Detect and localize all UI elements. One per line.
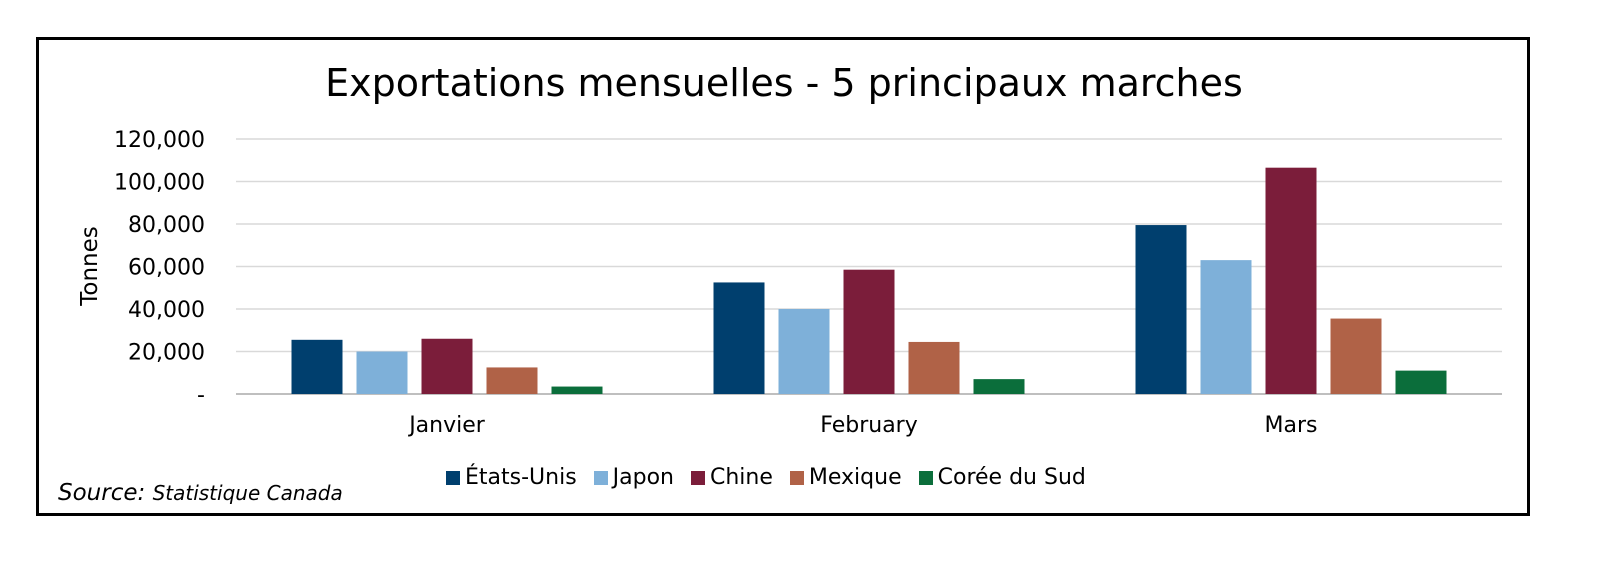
legend: États-Unis Japon Chine Mexique Corée du Sud	[446, 465, 1103, 490]
y-tick-labels: - 20,000 40,000 60,000 80,000 100,000 120,000	[114, 128, 205, 408]
y-tick-label: -	[197, 383, 205, 408]
bar	[291, 339, 343, 394]
x-tick-label: Mars	[1265, 413, 1318, 438]
bar	[908, 341, 960, 394]
y-tick-label: 80,000	[128, 213, 205, 238]
source-name: Statistique Canada	[152, 481, 343, 505]
y-tick-label: 40,000	[128, 298, 205, 323]
bar	[1200, 260, 1252, 394]
x-tick-label: Janvier	[407, 413, 486, 438]
chart-title: Exportations mensuelles - 5 principaux m…	[325, 61, 1243, 105]
bar	[843, 269, 895, 394]
legend-swatch	[789, 470, 804, 485]
bar	[356, 351, 408, 394]
y-tick-label: 120,000	[114, 128, 205, 153]
bar	[1330, 318, 1382, 394]
legend-label: Mexique	[808, 465, 902, 490]
source-note: Source: Statistique Canada	[58, 480, 343, 506]
bar	[551, 386, 603, 394]
bar	[421, 338, 473, 394]
legend-label: Chine	[710, 465, 773, 490]
legend-item: Japon	[593, 465, 674, 490]
legend-label: Corée du Sud	[937, 465, 1086, 490]
x-tick-label: February	[820, 413, 918, 438]
bar	[1135, 225, 1187, 394]
legend-item: États-Unis	[446, 465, 577, 490]
legend-item: Corée du Sud	[918, 465, 1086, 490]
bar	[713, 282, 765, 394]
legend-item: Mexique	[789, 465, 902, 490]
y-tick-label: 60,000	[128, 256, 205, 281]
bar	[486, 367, 538, 394]
x-tick-labels: Janvier February Mars	[407, 413, 1317, 438]
legend-label: Japon	[612, 465, 674, 490]
legend-label: États-Unis	[465, 465, 577, 490]
legend-swatch	[691, 470, 705, 485]
legend-swatch	[446, 470, 460, 485]
source-prefix: Source:	[58, 480, 146, 506]
y-axis-label: Tonnes	[77, 226, 103, 307]
bar	[973, 379, 1025, 394]
y-tick-label: 100,000	[114, 171, 205, 196]
bar	[1265, 167, 1317, 394]
y-tick-label: 20,000	[128, 341, 205, 366]
bar	[1395, 370, 1447, 394]
legend-item: Chine	[691, 465, 773, 490]
bar	[778, 309, 830, 394]
legend-swatch	[918, 470, 933, 485]
legend-swatch	[593, 470, 608, 485]
bars	[291, 167, 1447, 394]
